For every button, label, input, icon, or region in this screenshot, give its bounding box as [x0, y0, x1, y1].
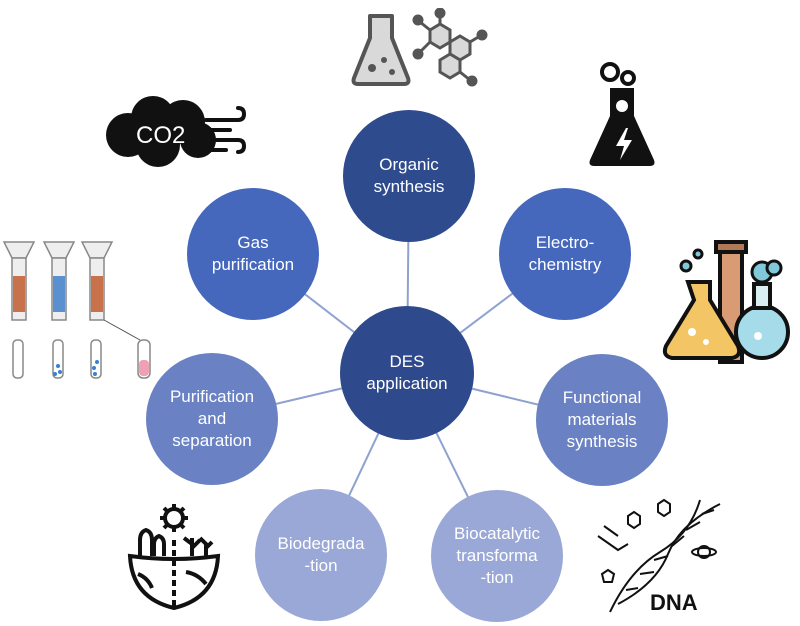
node-gas-purification-label: Gas purification	[211, 233, 295, 274]
node-organic-synthesis: Organic synthesis	[343, 110, 475, 242]
earth-ecology-icon	[127, 504, 221, 611]
node-biocatalytic-transformation-label: Biocatalytic transforma -tion	[454, 524, 540, 587]
node-electrochemistry: Electro- chemistry	[499, 188, 631, 320]
connector-functional-materials-synthesis	[468, 386, 542, 407]
connector-biocatalytic-transformation	[433, 429, 471, 501]
node-purification-and-separation: Purification and separation	[146, 353, 278, 485]
node-purification-and-separation-label: Purification and separation	[169, 387, 255, 450]
node-organic-synthesis-label: Organic synthesis	[373, 155, 445, 196]
node-gas-purification: Gas purification	[187, 188, 319, 320]
connector-gas-purification	[301, 291, 358, 336]
co2-cloud-icon: CO2	[106, 96, 247, 167]
svg-text:DNA: DNA	[650, 590, 698, 615]
node-biodegradation: Biodegrada -tion	[255, 489, 387, 621]
node-des-application: DES application	[340, 306, 474, 440]
electro-flask-icon	[589, 62, 655, 166]
node-functional-materials-synthesis: Functional materials synthesis	[536, 354, 668, 486]
node-electrochemistry-label: Electro- chemistry	[528, 233, 602, 274]
connector-electrochemistry	[456, 290, 517, 336]
connector-organic-synthesis	[406, 237, 410, 311]
connector-purification-and-separation	[272, 386, 346, 406]
node-biodegradation-label: Biodegrada -tion	[277, 534, 365, 575]
connector-biodegradation	[346, 429, 381, 500]
node-des-application-label: DES application	[366, 352, 448, 393]
svg-text:CO2: CO2	[136, 122, 185, 149]
separation-columns-icon	[2, 241, 151, 379]
node-functional-materials-synthesis-label: Functional materials synthesis	[562, 388, 642, 451]
node-biocatalytic-transformation: Biocatalytic transforma -tion	[431, 490, 563, 622]
flask-molecule-icon	[351, 8, 488, 87]
dna-icon: DNA	[597, 498, 721, 615]
lab-glassware-icon	[662, 240, 790, 364]
